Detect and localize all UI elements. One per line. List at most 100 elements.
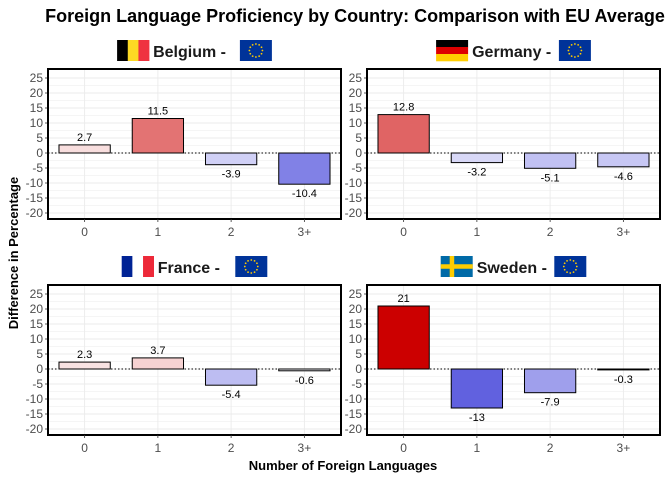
eu-star (574, 56, 576, 58)
y-tick-label: 15 (30, 317, 44, 331)
y-tick-label: -15 (345, 191, 363, 205)
y-tick-label: -20 (345, 422, 363, 436)
y-tick-label: 25 (30, 71, 44, 85)
x-tick-label: 0 (400, 225, 407, 239)
y-tick-label: 5 (36, 347, 43, 361)
eu-star (256, 262, 258, 265)
bar (204, 152, 258, 166)
data-label: -3.2 (467, 167, 486, 179)
y-tick-label: 5 (355, 131, 362, 145)
panel-border (47, 68, 342, 220)
eu-star (251, 43, 254, 46)
y-tick-label: 10 (349, 116, 363, 130)
data-label: -5.1 (541, 172, 560, 184)
eu-flag-field (558, 40, 591, 61)
panel-header: France - (121, 256, 268, 277)
bar (377, 114, 430, 154)
chart-title: Foreign Language Proficiency by Country:… (45, 6, 665, 26)
eu-star (256, 268, 258, 271)
flag-stripe (138, 40, 150, 61)
panel-header: Belgium - (117, 40, 272, 61)
flag-stripe (127, 40, 139, 61)
bar (450, 368, 504, 409)
eu-star (562, 265, 565, 268)
data-label: 2.3 (77, 349, 92, 361)
eu-star (248, 49, 251, 52)
y-tick-label: -5 (351, 161, 362, 175)
eu-star (250, 272, 253, 274)
flag-stripe (436, 40, 469, 48)
x-tick-label: 0 (400, 441, 407, 455)
y-tick-label: 20 (349, 86, 363, 100)
eu-star (253, 271, 256, 274)
eu-star (253, 259, 256, 262)
data-label: -0.6 (295, 375, 314, 387)
y-tick-label: -15 (345, 407, 363, 421)
data-label: 11.5 (148, 106, 169, 118)
y-tick-label: 20 (349, 302, 363, 316)
eu-flag-field (235, 256, 268, 277)
panel-belgium: Belgium --20-15-10-505101520252.711.5-3.… (26, 40, 342, 239)
y-tick-label: -5 (32, 377, 43, 391)
data-label: -13 (469, 412, 485, 424)
flag-cross (440, 264, 473, 269)
y-tick-label: -5 (32, 161, 43, 175)
flag-stripe (117, 40, 129, 61)
data-label: 12.8 (393, 102, 414, 114)
y-tick-label: 10 (349, 332, 363, 346)
panel-border (366, 68, 661, 220)
data-label: 21 (398, 293, 410, 305)
y-tick-label: 10 (30, 332, 44, 346)
y-tick-label: 5 (36, 131, 43, 145)
y-tick-label: 20 (30, 86, 44, 100)
y-tick-label: -20 (345, 206, 363, 220)
eu-star (256, 265, 259, 268)
eu-star (570, 55, 573, 58)
y-tick-label: 15 (30, 101, 44, 115)
y-tick-label: 0 (355, 362, 362, 376)
y-tick-label: -15 (26, 407, 44, 421)
eu-star (255, 43, 257, 45)
x-axis-title: Number of Foreign Languages (249, 458, 438, 473)
sweden-flag-icon (440, 256, 473, 277)
x-tick-label: 1 (474, 441, 481, 455)
x-tick-label: 0 (81, 441, 88, 455)
france-flag-icon (121, 256, 154, 277)
eu-star (251, 55, 254, 58)
eu-star (260, 52, 263, 55)
data-label: -5.4 (222, 389, 241, 401)
y-tick-label: 10 (30, 116, 44, 130)
panel-background (48, 285, 341, 435)
eu-star (258, 43, 261, 46)
panel-header: Germany - (436, 40, 591, 62)
x-tick-label: 3+ (298, 441, 312, 455)
eu-star (566, 259, 568, 262)
eu-star (574, 43, 576, 45)
y-tick-label: 0 (36, 362, 43, 376)
eu-star (575, 262, 577, 265)
x-tick-label: 2 (228, 225, 235, 239)
bar (131, 357, 185, 370)
y-tick-label: -15 (26, 191, 44, 205)
eu-flag-icon (239, 40, 272, 61)
y-tick-label: -20 (26, 206, 44, 220)
eu-star (572, 259, 575, 262)
flag-stripe (436, 54, 469, 62)
eu-star (244, 268, 247, 271)
bar (58, 144, 111, 154)
bar (204, 368, 258, 386)
y-tick-label: 20 (30, 302, 44, 316)
data-label: 3.7 (150, 345, 165, 357)
bar (597, 152, 650, 168)
panel-header: Sweden - (440, 256, 587, 277)
eu-star (249, 52, 252, 55)
bar (131, 118, 185, 154)
eu-star (579, 46, 582, 49)
flag-stripe (132, 256, 144, 277)
eu-star (563, 268, 566, 271)
eu-star (577, 43, 580, 46)
belgium-flag-icon (117, 40, 150, 61)
